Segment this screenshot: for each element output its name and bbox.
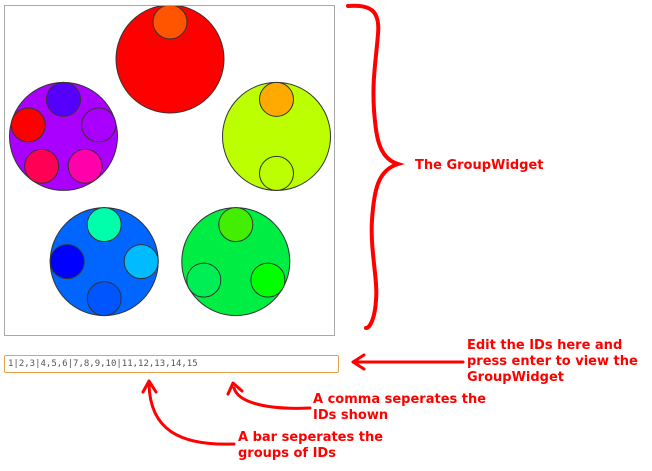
member-circle-15[interactable] xyxy=(10,107,46,143)
member-circle-3[interactable] xyxy=(259,155,294,191)
edit-hint-line-1: Edit the IDs here and xyxy=(467,338,623,353)
edit-hint-line-2: press enter to view the xyxy=(467,354,638,369)
group-widget-panel[interactable] xyxy=(4,5,335,336)
member-circle-4[interactable] xyxy=(218,207,254,243)
ids-input[interactable] xyxy=(4,355,339,373)
edit-arrow-icon xyxy=(351,353,465,371)
member-circle-5[interactable] xyxy=(250,262,286,298)
member-circle-7[interactable] xyxy=(86,207,122,243)
member-circle-13[interactable] xyxy=(67,148,103,184)
comma-arrow-icon xyxy=(226,381,312,410)
bar-hint-line-2: groups of IDs xyxy=(238,446,336,461)
comma-hint-line-1: A comma seperates the xyxy=(313,392,487,407)
member-circle-1[interactable] xyxy=(152,6,188,40)
member-circle-10[interactable] xyxy=(49,244,85,280)
bar-arrow-icon xyxy=(141,379,236,446)
member-circle-9[interactable] xyxy=(86,281,122,317)
group-widget-canvas[interactable] xyxy=(5,6,336,337)
comma-hint-line-2: IDs shown xyxy=(313,408,389,423)
member-circle-11[interactable] xyxy=(46,81,81,117)
bar-hint-line-1: A bar seperates the xyxy=(238,430,384,445)
member-circle-14[interactable] xyxy=(24,148,60,184)
member-circle-8[interactable] xyxy=(123,244,159,280)
member-circle-12[interactable] xyxy=(81,107,117,143)
group-circle-1[interactable] xyxy=(115,6,225,114)
group-widget-brace xyxy=(346,3,405,330)
edit-hint-line-3: GroupWidget xyxy=(467,370,565,385)
group-widget-label: The GroupWidget xyxy=(415,158,544,173)
member-circle-2[interactable] xyxy=(259,81,294,117)
member-circle-6[interactable] xyxy=(186,262,222,298)
